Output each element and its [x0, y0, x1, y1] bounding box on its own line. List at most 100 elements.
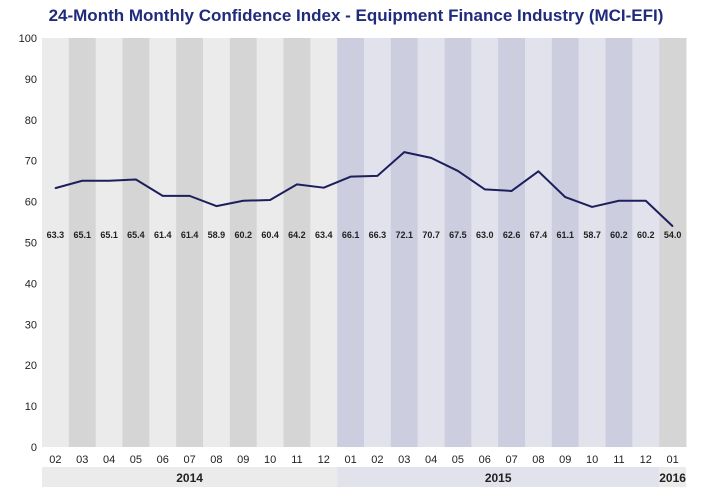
data-point — [296, 183, 298, 186]
data-series-line — [55, 151, 674, 227]
x-tick-label: 02 — [371, 454, 383, 466]
column-band — [95, 38, 123, 447]
data-label: 72.1 — [395, 230, 413, 240]
x-tick-label: 01 — [666, 454, 678, 466]
x-tick-label: 05 — [452, 454, 464, 466]
column-band — [417, 38, 445, 447]
data-label: 60.2 — [234, 230, 252, 240]
column-band — [525, 38, 553, 447]
data-point — [403, 151, 406, 153]
data-label: 60.2 — [610, 230, 628, 240]
data-label: 67.4 — [530, 230, 548, 240]
x-tick-label: 10 — [586, 454, 598, 466]
y-tick-label: 100 — [19, 33, 37, 45]
data-label: 61.4 — [181, 230, 199, 240]
column-band — [498, 38, 526, 447]
x-tick-label: 03 — [76, 454, 88, 466]
data-label: 54.0 — [664, 230, 682, 240]
data-point — [269, 199, 271, 201]
x-tick-label: 12 — [318, 454, 330, 466]
data-label: 61.1 — [556, 230, 574, 240]
data-point — [161, 195, 164, 197]
data-point — [591, 206, 593, 208]
data-label: 66.1 — [342, 230, 360, 240]
data-point — [510, 190, 513, 192]
data-label: 65.1 — [100, 230, 118, 240]
x-tick-label: 07 — [183, 454, 195, 466]
column-band — [632, 38, 660, 447]
data-point — [242, 199, 245, 202]
column-band — [256, 38, 284, 447]
x-tick-label: 12 — [640, 454, 652, 466]
x-tick-label: 01 — [344, 454, 356, 466]
data-point — [81, 179, 84, 182]
x-tick-label: 09 — [237, 454, 249, 466]
column-band — [122, 38, 150, 447]
column-band — [605, 38, 633, 447]
y-tick-label: 50 — [25, 238, 37, 250]
data-point — [430, 157, 432, 159]
x-tick-label: 04 — [425, 454, 437, 466]
column-band — [390, 38, 419, 447]
y-tick-label: 30 — [25, 319, 37, 331]
x-tick-label: 11 — [291, 454, 302, 466]
data-label: 66.3 — [369, 230, 387, 240]
x-tick-label: 09 — [559, 454, 571, 466]
column-band — [310, 38, 338, 447]
data-point — [349, 175, 352, 178]
year-band — [337, 467, 660, 487]
data-label: 61.4 — [154, 230, 172, 240]
x-tick-label: 05 — [130, 454, 142, 466]
data-label: 63.4 — [315, 230, 333, 240]
year-label: 2016 — [659, 471, 686, 485]
data-label: 70.7 — [422, 230, 440, 240]
data-label: 62.6 — [503, 230, 521, 240]
x-tick-label: 10 — [264, 454, 276, 466]
column-band — [68, 38, 97, 447]
x-tick-label: 04 — [103, 454, 115, 466]
x-tick-label: 02 — [49, 454, 61, 466]
data-label: 65.4 — [127, 230, 145, 240]
x-tick-label: 03 — [398, 454, 410, 466]
column-band — [578, 38, 606, 447]
year-band — [42, 467, 338, 487]
data-label: 58.9 — [208, 230, 226, 240]
column-band — [444, 38, 472, 447]
y-tick-label: 20 — [25, 360, 37, 372]
column-band — [149, 38, 177, 447]
x-tick-label: 06 — [479, 454, 491, 466]
data-point — [644, 199, 647, 202]
column-band — [471, 38, 499, 447]
data-label: 60.4 — [261, 230, 279, 240]
data-point — [108, 179, 110, 182]
column-band — [364, 38, 392, 447]
x-tick-label: 11 — [613, 454, 624, 466]
x-tick-label: 06 — [157, 454, 169, 466]
column-band — [176, 38, 204, 447]
data-label: 58.7 — [583, 230, 601, 240]
x-tick-label: 08 — [210, 454, 222, 466]
data-point — [564, 196, 567, 198]
data-point — [483, 188, 486, 191]
y-tick-label: 10 — [25, 401, 37, 413]
chart-title: 24-Month Monthly Confidence Index - Equi… — [48, 6, 664, 25]
data-point — [215, 205, 218, 207]
data-label: 64.2 — [288, 230, 306, 240]
data-point — [618, 199, 620, 202]
x-tick-label: 07 — [505, 454, 517, 466]
column-band — [283, 38, 311, 447]
data-point — [671, 225, 674, 227]
data-point — [322, 186, 325, 189]
column-band — [659, 38, 687, 447]
column-band — [229, 38, 258, 447]
column-band — [203, 38, 231, 447]
data-label: 65.1 — [73, 230, 91, 240]
year-label: 2015 — [485, 471, 512, 485]
column-band — [42, 38, 70, 447]
y-tick-label: 0 — [31, 442, 37, 454]
data-label: 60.2 — [637, 230, 655, 240]
year-band — [659, 467, 686, 487]
x-tick-label: 08 — [532, 454, 544, 466]
column-band — [337, 38, 365, 447]
